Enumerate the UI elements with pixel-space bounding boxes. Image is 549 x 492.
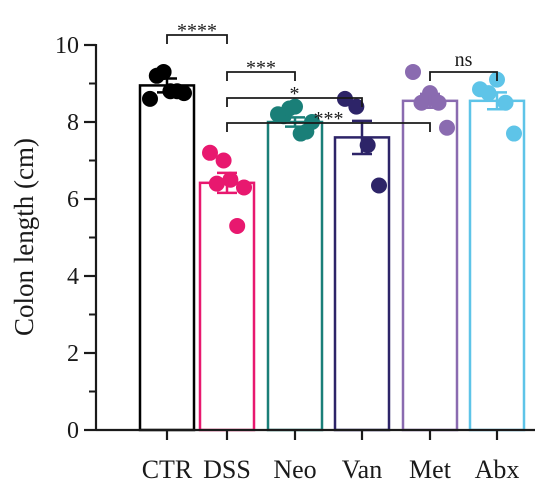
error-bar-ctr xyxy=(157,77,177,94)
x-tick-label-abx: Abx xyxy=(475,455,520,484)
significance-bracket: ns xyxy=(429,49,498,81)
error-bar-met xyxy=(420,92,440,110)
y-tick-label: 6 xyxy=(67,187,79,213)
data-point-ctr xyxy=(155,63,172,80)
bar-dss xyxy=(198,181,256,432)
error-bar-abx xyxy=(487,91,507,111)
x-tick-label-dss: DSS xyxy=(203,455,251,484)
bracket-line xyxy=(226,71,296,81)
data-point-dss xyxy=(215,152,232,169)
significance-bracket: * xyxy=(226,83,363,107)
y-tick-label: 8 xyxy=(67,110,79,136)
bracket-line xyxy=(226,97,363,107)
bracket-line xyxy=(166,34,228,44)
error-bars-layer xyxy=(157,77,507,195)
significance-bracket: *** xyxy=(226,108,431,132)
bar-neo xyxy=(266,120,324,432)
error-bar-van xyxy=(352,119,372,156)
y-tick-label: 0 xyxy=(67,418,79,444)
x-tick-label-van: Van xyxy=(342,455,382,484)
bar-ctr xyxy=(138,84,196,432)
bracket-line xyxy=(429,71,498,81)
data-point-neo xyxy=(287,98,303,115)
x-tick-label-met: Met xyxy=(409,455,452,484)
data-point-van xyxy=(371,177,387,194)
data-point-van xyxy=(359,137,376,154)
significance-label: ns xyxy=(455,49,473,71)
y-tick-label: 4 xyxy=(67,264,79,290)
data-point-van xyxy=(348,98,365,115)
data-point-ctr xyxy=(176,85,192,102)
significance-label: *** xyxy=(314,108,344,130)
significance-bracket: **** xyxy=(166,20,228,44)
bar-abx xyxy=(468,99,526,432)
data-point-dss xyxy=(202,144,218,161)
significance-label: *** xyxy=(246,57,276,79)
significance-label: **** xyxy=(177,20,217,42)
y-axis-label: Colon length (cm) xyxy=(9,138,39,336)
data-point-met xyxy=(439,119,455,136)
data-point-dss xyxy=(222,171,239,188)
data-point-dss xyxy=(236,179,252,196)
data-point-met xyxy=(405,63,421,80)
data-point-ctr xyxy=(142,90,158,107)
bars-layer xyxy=(138,84,526,432)
data-point-neo xyxy=(304,114,320,130)
bracket-line xyxy=(226,122,431,132)
bar-met xyxy=(401,99,459,432)
axes-layer: 0 2 4 6 8 10 CTR DSS Neo Van Met Abx xyxy=(55,33,535,484)
points-layer xyxy=(142,63,522,234)
x-tick-label-ctr: CTR xyxy=(142,455,193,484)
significance-label: * xyxy=(290,83,300,105)
data-point-abx xyxy=(497,94,514,111)
y-tick-label: 10 xyxy=(55,33,79,59)
y-tick-label: 2 xyxy=(67,341,79,367)
error-bar-neo xyxy=(285,116,305,128)
significance-layer: ***********ns xyxy=(166,20,498,132)
significance-bracket: *** xyxy=(226,57,296,81)
data-point-dss xyxy=(208,175,225,192)
error-bar-dss xyxy=(217,171,237,195)
x-tick-label-neo: Neo xyxy=(273,455,316,484)
data-point-dss xyxy=(229,217,246,234)
data-point-abx xyxy=(506,125,522,142)
